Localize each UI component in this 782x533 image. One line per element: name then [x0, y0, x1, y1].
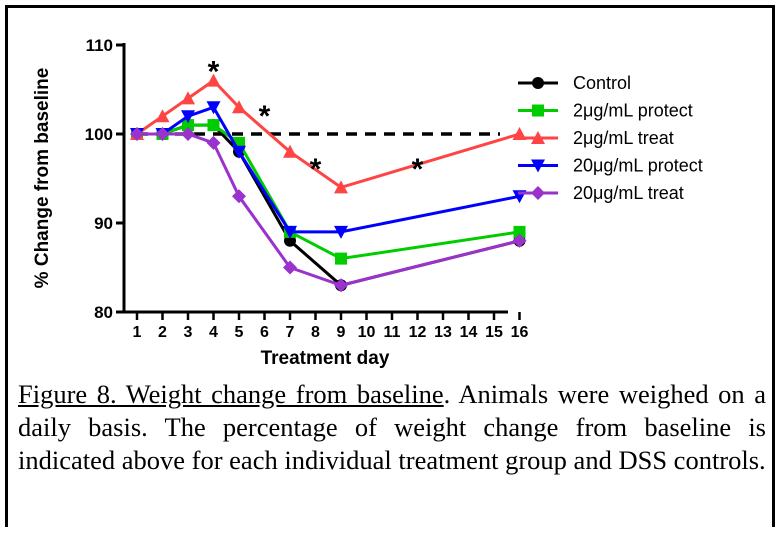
series-line [136, 78, 520, 190]
significance-layer: * * * * [208, 55, 424, 186]
x-tick-label: 5 [235, 324, 244, 341]
legend-label: 2μg/mL protect [573, 101, 693, 121]
legend-label: 20μg/mL treat [573, 183, 684, 203]
legend-item: Control [518, 73, 631, 93]
legend-item: 20μg/mL treat [518, 183, 684, 203]
data-point [283, 260, 297, 275]
data-point [531, 131, 545, 144]
data-point [130, 127, 144, 141]
x-tick-label: 3 [184, 324, 193, 341]
x-tick-label: 10 [358, 324, 376, 341]
data-point [532, 104, 544, 117]
x-tick-label: 8 [311, 324, 320, 341]
data-point [232, 145, 246, 159]
x-axis-label: Treatment day [261, 348, 390, 369]
data-point [531, 186, 545, 200]
data-point [155, 127, 170, 141]
y-tick-label: 100 [85, 125, 113, 144]
y-tick-label: 80 [94, 303, 113, 322]
data-point [513, 225, 526, 238]
data-point [155, 109, 170, 123]
data-point [182, 119, 194, 132]
data-point [206, 101, 221, 115]
legend: Control 2μg/mL protect 2μg/mL treat 20μg/mL… [518, 73, 703, 203]
data-point [232, 100, 246, 114]
data-point [334, 225, 348, 239]
series [131, 119, 526, 292]
x-tick-label: 12 [409, 324, 427, 341]
series-line [137, 123, 520, 261]
x-tick-label: 16 [511, 324, 529, 341]
caption-title: Figure 8. Weight change from baseline [18, 379, 444, 409]
x-tick-label: 1 [133, 324, 142, 341]
x-tick-label: 6 [260, 324, 269, 341]
x-tick-label: 11 [384, 324, 401, 341]
data-point [206, 73, 221, 87]
data-point [207, 119, 220, 132]
data-point [181, 91, 195, 105]
data-point [283, 144, 297, 158]
significance-star: * [259, 100, 271, 133]
series-line [137, 132, 520, 287]
figure-frame [5, 5, 775, 527]
data-point [531, 159, 545, 173]
data-point [532, 77, 544, 89]
legend-item: 2μg/mL protect [518, 101, 693, 121]
data-point [512, 233, 527, 248]
series [130, 127, 527, 293]
x-tick-label: 2 [158, 324, 167, 341]
legend-label: 20μg/mL protect [573, 156, 703, 176]
data-point [334, 180, 348, 194]
y-tick-label: 90 [94, 214, 113, 233]
x-tick-label: 14 [460, 324, 478, 341]
x-tick-label: 7 [286, 324, 295, 341]
significance-star: * [208, 55, 220, 88]
legend-label: Control [573, 73, 631, 93]
y-axis-label: % Change from baseline [32, 68, 53, 289]
data-point [334, 278, 348, 293]
x-tick-label: 4 [209, 324, 218, 341]
series [131, 119, 526, 265]
legend-item: 20μg/mL protect [518, 156, 703, 176]
data-point [181, 110, 195, 124]
significance-star: * [412, 153, 424, 186]
y-tick-label: 110 [86, 36, 113, 55]
data-point [206, 135, 221, 150]
series-line [137, 123, 520, 287]
figure-caption: Figure 8. Weight change from baseline. A… [18, 378, 766, 477]
legend-label: 2μg/mL treat [573, 128, 674, 148]
series [130, 73, 527, 194]
caption-body: . Animals were weighed on a daily basis.… [18, 379, 766, 475]
data-point [283, 225, 297, 239]
series-layer [130, 73, 527, 293]
legend-item: 2μg/mL treat [518, 128, 674, 148]
x-tick-label: 9 [337, 324, 346, 341]
significance-star: * [310, 153, 322, 186]
x-tick-label: 15 [485, 324, 503, 341]
data-point [335, 252, 347, 265]
data-point [181, 127, 195, 141]
data-point [232, 189, 246, 204]
x-tick-label: 13 [434, 324, 452, 341]
